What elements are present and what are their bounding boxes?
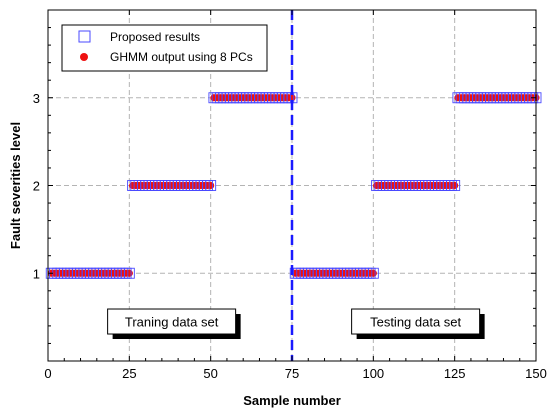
x-tick-label: 125 bbox=[444, 366, 466, 381]
ghmm-point bbox=[125, 269, 133, 277]
proposed-point bbox=[123, 267, 135, 279]
proposed-point bbox=[367, 267, 379, 279]
annotation-label: Traning data set bbox=[125, 315, 219, 330]
ghmm-point bbox=[369, 269, 377, 277]
annotation-label: Testing data set bbox=[370, 315, 461, 330]
x-axis-title: Sample number bbox=[243, 393, 341, 408]
proposed-point bbox=[449, 180, 461, 191]
legend-marker-circle bbox=[80, 53, 88, 61]
legend-marker-square bbox=[78, 30, 91, 43]
ghmm-point bbox=[207, 181, 215, 190]
axis-ticks: 0 25 50 75 100 125 150 1 2 3 bbox=[33, 10, 547, 381]
legend: Proposed results GHMM output using 8 PCs bbox=[61, 24, 268, 72]
x-tick-label: 150 bbox=[525, 366, 547, 381]
legend-box bbox=[61, 24, 268, 72]
y-tick-label: 2 bbox=[33, 179, 40, 194]
proposed-point bbox=[205, 180, 217, 191]
annotations: Traning data set Testing data set bbox=[107, 308, 485, 340]
annotation-box bbox=[351, 308, 481, 335]
x-tick-label: 0 bbox=[44, 366, 51, 381]
x-tick-label: 100 bbox=[362, 366, 384, 381]
ghmm-point bbox=[451, 181, 459, 190]
data-marks bbox=[45, 92, 542, 279]
annotation-box bbox=[107, 308, 237, 335]
y-tick-label: 1 bbox=[33, 266, 40, 281]
legend-label-proposed: Proposed results bbox=[110, 30, 200, 44]
legend-label-ghmm: GHMM output using 8 PCs bbox=[110, 50, 253, 64]
x-tick-label: 25 bbox=[122, 366, 136, 381]
x-tick-label: 75 bbox=[285, 366, 299, 381]
y-axis-title: Fault severities level bbox=[8, 122, 23, 249]
y-tick-label: 3 bbox=[33, 91, 40, 106]
x-tick-label: 50 bbox=[203, 366, 217, 381]
